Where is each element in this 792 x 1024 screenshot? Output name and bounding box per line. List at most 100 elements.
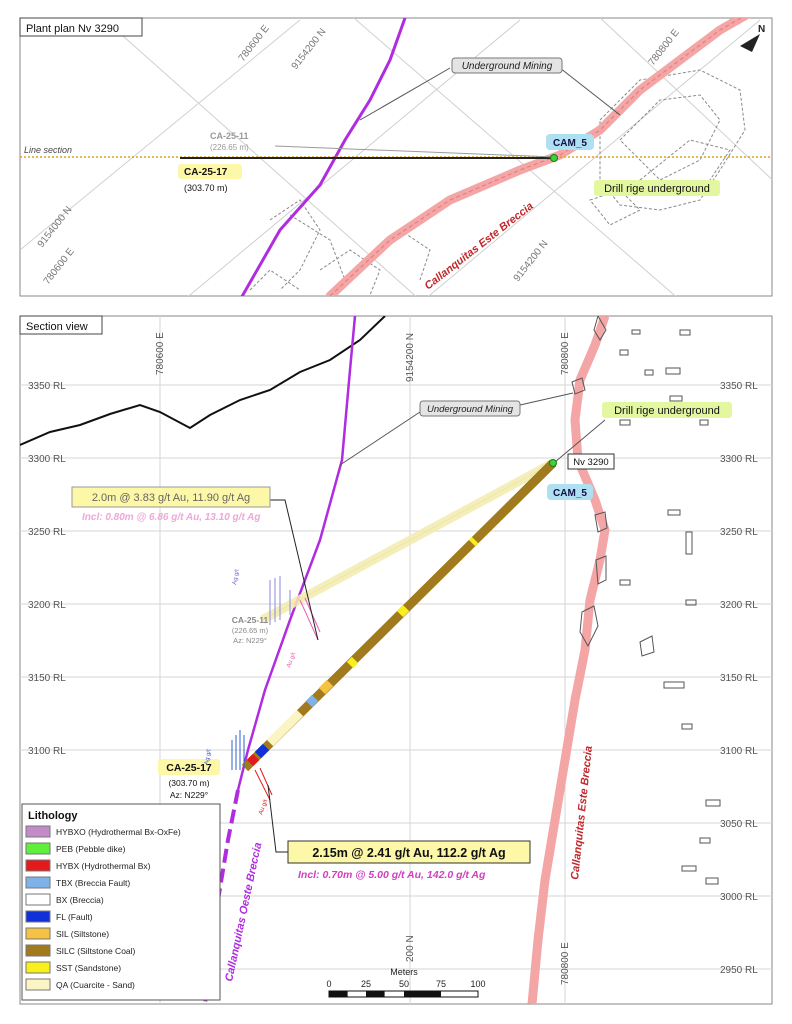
sec-hole1-az: Az: N229°: [233, 636, 267, 645]
sec-grid-top-1: 780600 E: [155, 332, 166, 375]
sec-mining-box: [419, 400, 521, 417]
north-label: N: [758, 24, 765, 35]
plan-map: 780600 E 9154200 N 780800 E 9154000 N 78…: [19, 17, 773, 297]
legend-label: SST (Sandstone): [56, 963, 121, 973]
int2-main: 2.15m @ 2.41 g/t Au, 112.2 g/t Ag: [312, 846, 505, 860]
legend-swatch: [25, 893, 51, 906]
hole-ca2511-centre: [261, 462, 554, 621]
sec-collar-label: CAM_5: [553, 488, 587, 499]
legend-swatch: [25, 978, 51, 991]
section-view: Section view 3350 RL 3300 RL 3250 RL 320…: [19, 315, 773, 1005]
scale-tick-50: 50: [399, 979, 409, 989]
plan-hole2-name: CA-25-17: [184, 167, 228, 178]
scale-bar-frame: [328, 990, 479, 998]
rl-right-3100: 3100 RL: [720, 746, 758, 757]
sec-leader-mining-2: [519, 392, 574, 406]
legend-swatch: [25, 825, 51, 838]
plan-hole2-len: (303.70 m): [184, 183, 228, 193]
sec-hole2-az: Az: N229°: [170, 790, 208, 800]
int1-main: 2.0m @ 3.83 g/t Au, 11.90 g/t Ag: [92, 492, 250, 504]
sec-hole2-box: [158, 759, 220, 775]
rl-labels-left: 3350 RL 3300 RL 3250 RL 3200 RL 3150 RL …: [28, 381, 66, 757]
scale-seg-2: [366, 991, 385, 997]
sec-grid-top-2: 9154200 N: [405, 333, 416, 382]
hole-ca2517-intervals: [246, 536, 479, 767]
sec-leader-int2: [267, 784, 288, 853]
sec-mining-label: Underground Mining: [427, 404, 514, 415]
legend-swatch: [25, 842, 51, 855]
plan-mining-label: Underground Mining: [462, 61, 553, 72]
rl-left-3300: 3300 RL: [28, 454, 66, 465]
sec-hole1-au-label: Au g/t: [286, 652, 297, 669]
legend-label: HYBXO (Hydrothermal Bx-OxFe): [56, 827, 181, 837]
rl-right-2950: 2950 RL: [720, 965, 758, 976]
topography-line: [20, 316, 386, 446]
scale-bar: Meters 0 25 50 75 100: [326, 967, 486, 998]
legend-label: HYBX (Hydrothermal Bx): [56, 861, 151, 871]
rl-right-3200: 3200 RL: [720, 600, 758, 611]
sec-hole2-ag-label: Ag g/t: [204, 749, 213, 766]
rl-left-3350: 3350 RL: [28, 381, 66, 392]
sec-hole1-len: (226.65 m): [232, 626, 269, 635]
plan-drill-box: [594, 180, 720, 196]
plan-title: Plant plan Nv 3290: [26, 23, 119, 35]
rl-right-3350: 3350 RL: [720, 381, 758, 392]
plan-hole1-len: (226.65 m): [210, 143, 249, 152]
scale-tick-75: 75: [436, 979, 446, 989]
sec-grid-top-3: 780800 E: [560, 332, 571, 375]
rl-left-3250: 3250 RL: [28, 527, 66, 538]
lithology-legend: Lithology HYBXO (Hydrothermal Bx-OxFe) PE…: [21, 803, 221, 1001]
rl-right-3250: 3250 RL: [720, 527, 758, 538]
scale-seg-1: [329, 991, 348, 997]
plan-collar-marker: [550, 154, 558, 162]
plan-line-section-label: Line section: [24, 145, 72, 155]
rl-labels-right: 3350 RL 3300 RL 3250 RL 3200 RL 3150 RL …: [720, 381, 758, 976]
section-outline-bodies: [571, 316, 721, 885]
section-title: Section view: [26, 321, 88, 333]
scale-tick-25: 25: [361, 979, 371, 989]
int1-box: [71, 486, 271, 508]
plan-hole1-name: CA-25-11: [210, 131, 249, 141]
legend-label: BX (Breccia): [56, 895, 104, 905]
rl-right-3150: 3150 RL: [720, 673, 758, 684]
legend-swatch: [25, 876, 51, 889]
north-arrow: N: [740, 24, 765, 52]
legend-label: TBX (Breccia Fault): [56, 878, 130, 888]
rl-left-3100: 3100 RL: [28, 746, 66, 757]
legend-swatch: [25, 859, 51, 872]
sec-drill-box: [602, 402, 732, 418]
sec-grid-bottom-1: 200 N: [405, 935, 416, 962]
rl-right-3050: 3050 RL: [720, 819, 758, 830]
plan-collar-box: [546, 134, 594, 150]
sec-collar-box: [547, 484, 593, 500]
legend-title: Lithology: [28, 810, 78, 822]
sec-hole1-name: CA-25-11: [232, 615, 269, 625]
rl-right-3300: 3300 RL: [720, 454, 758, 465]
plan-leader-mining-2: [559, 67, 621, 116]
scale-seg-3: [404, 991, 441, 997]
int1-incl: Incl: 0.80m @ 6.86 g/t Au, 13.10 g/t Ag: [82, 512, 261, 523]
rl-left-3200: 3200 RL: [28, 600, 66, 611]
plan-leader-mining-1: [359, 67, 451, 121]
sec-hole2-name: CA-25-17: [166, 762, 212, 774]
legend-label: PEB (Pebble dike): [56, 844, 126, 854]
int2-incl: Incl: 0.70m @ 5.00 g/t Au, 142.0 g/t Ag: [298, 869, 486, 881]
assay-bars-ca2517: [231, 730, 245, 770]
sec-hole2-au-label: Au g/t: [258, 799, 269, 816]
sec-leader-int1: [270, 499, 319, 641]
sec-hole2-len: (303.70 m): [168, 778, 209, 788]
legend-swatch: [25, 927, 51, 940]
legend-label: SILC (Siltstone Coal): [56, 946, 136, 956]
sec-nv-box: [567, 453, 615, 470]
scale-title: Meters: [390, 967, 418, 977]
legend-label: SIL (Siltstone): [56, 929, 109, 939]
sec-leader-drill: [554, 419, 606, 463]
assay-bars-ca2517-au: [254, 767, 273, 801]
legend-frame: [21, 803, 221, 1001]
sec-nv-label: Nv 3290: [573, 457, 608, 468]
legend-swatch: [25, 910, 51, 923]
legend-swatch: [25, 961, 51, 974]
sec-hole1-ag-label: Ag g/t: [232, 569, 241, 586]
int2-box: [287, 840, 531, 864]
